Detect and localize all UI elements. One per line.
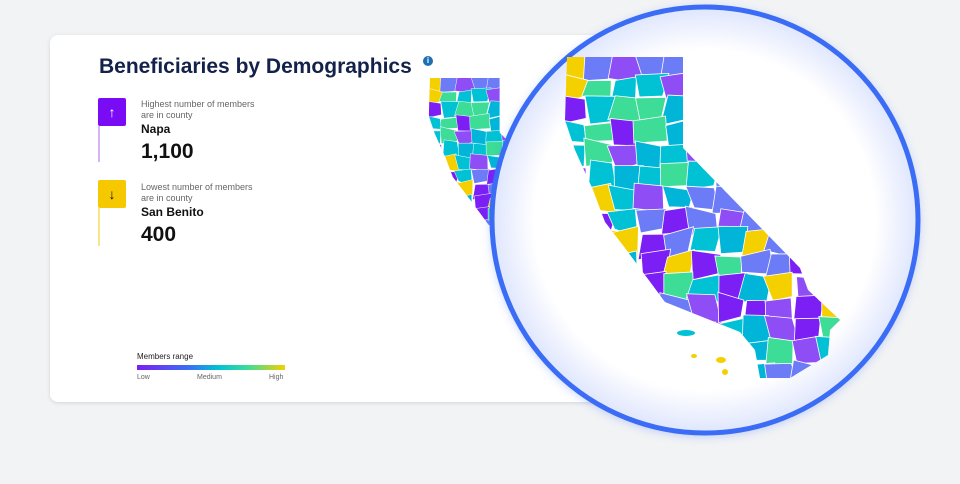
- county[interactable]: [424, 143, 442, 157]
- county[interactable]: [765, 336, 794, 367]
- county[interactable]: [454, 205, 477, 222]
- county[interactable]: [469, 153, 489, 172]
- islands: [677, 330, 728, 375]
- county[interactable]: [426, 210, 446, 222]
- high-county: Napa: [141, 122, 171, 136]
- low-stem: [98, 208, 100, 246]
- county[interactable]: [455, 249, 476, 266]
- county[interactable]: [423, 182, 446, 200]
- county[interactable]: [440, 209, 459, 225]
- legend-low: Low: [137, 374, 150, 381]
- county[interactable]: [427, 100, 442, 118]
- legend-bar: [137, 365, 285, 370]
- county[interactable]: [562, 95, 587, 124]
- county[interactable]: [440, 181, 461, 200]
- county[interactable]: [454, 261, 477, 277]
- legend-medium: Medium: [197, 374, 222, 381]
- card-title: Beneficiaries by Demographics: [99, 55, 412, 78]
- county[interactable]: [470, 221, 491, 238]
- legend-high: High: [269, 374, 284, 381]
- county[interactable]: [457, 231, 477, 250]
- county[interactable]: [438, 195, 457, 211]
- low-county: San Benito: [141, 205, 204, 219]
- low-label: Lowest number of members are in county: [141, 182, 253, 203]
- county[interactable]: [439, 126, 459, 144]
- county[interactable]: [689, 226, 723, 252]
- county[interactable]: [439, 263, 462, 276]
- county[interactable]: [423, 236, 443, 250]
- county[interactable]: [424, 115, 442, 130]
- high-stem: [98, 126, 100, 162]
- county[interactable]: [425, 248, 443, 264]
- county[interactable]: [500, 88, 520, 108]
- county[interactable]: [470, 232, 490, 249]
- county[interactable]: [470, 245, 491, 263]
- county[interactable]: [660, 162, 690, 188]
- county[interactable]: [504, 77, 521, 94]
- county[interactable]: [438, 234, 461, 253]
- county[interactable]: [456, 218, 473, 240]
- county[interactable]: [424, 169, 443, 184]
- county[interactable]: [423, 194, 443, 211]
- county[interactable]: [469, 113, 491, 130]
- county[interactable]: [439, 222, 458, 239]
- county[interactable]: [632, 182, 665, 213]
- county[interactable]: [427, 130, 442, 145]
- high-label: Highest number of members are in county: [141, 99, 255, 120]
- county[interactable]: [764, 362, 798, 388]
- county[interactable]: [583, 137, 614, 167]
- county[interactable]: [717, 291, 745, 324]
- county[interactable]: [423, 258, 446, 276]
- low-flag: ↓: [98, 180, 126, 208]
- county[interactable]: [455, 194, 473, 209]
- high-flag: ↑: [98, 98, 126, 126]
- county[interactable]: [632, 115, 668, 144]
- county[interactable]: [762, 271, 793, 301]
- county[interactable]: [472, 261, 492, 278]
- info-icon[interactable]: i: [423, 56, 433, 66]
- county[interactable]: [426, 218, 445, 238]
- high-value: 1,100: [141, 140, 194, 163]
- legend-title: Members range: [137, 352, 194, 361]
- county[interactable]: [426, 153, 445, 173]
- county[interactable]: [438, 246, 459, 266]
- low-value: 400: [141, 223, 177, 246]
